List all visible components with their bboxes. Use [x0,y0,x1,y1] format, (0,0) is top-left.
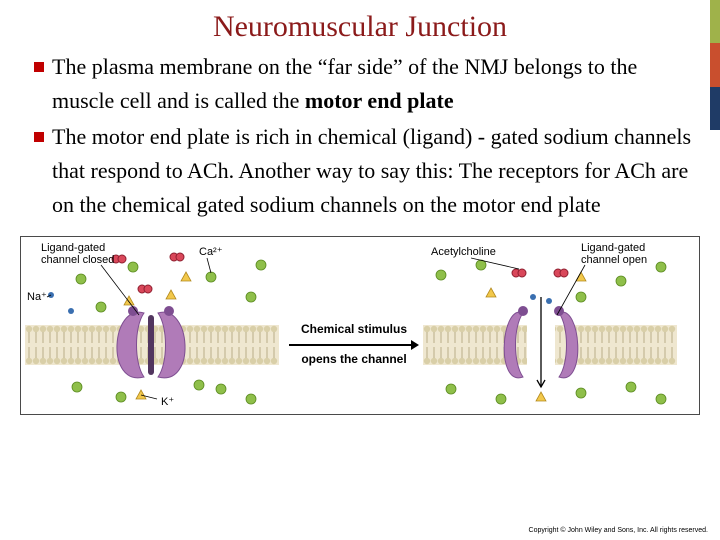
bullet-1: The plasma membrane on the “far side” of… [34,50,692,118]
svg-text:Ligand-gated: Ligand-gated [41,242,105,254]
accent-bar [710,0,720,130]
svg-text:channel closed: channel closed [41,254,114,266]
svg-text:Na⁺: Na⁺ [27,291,47,303]
svg-text:Acetylcholine: Acetylcholine [431,246,496,258]
body-text: The plasma membrane on the “far side” of… [0,50,720,222]
copyright: Copyright © John Wiley and Sons, Inc. Al… [529,527,708,534]
bullet-2: The motor end plate is rich in chemical … [34,120,692,222]
svg-text:K⁺: K⁺ [161,396,174,408]
svg-text:opens the channel: opens the channel [301,352,406,366]
svg-text:Ca²⁺: Ca²⁺ [199,246,223,258]
svg-text:Ligand-gated: Ligand-gated [581,242,645,254]
svg-text:Chemical stimulus: Chemical stimulus [301,322,407,336]
svg-text:channel open: channel open [581,254,647,266]
slide-title: Neuromuscular Junction [0,0,720,50]
bullet-1-bold: motor end plate [305,88,454,113]
channel-diagram: Ligand-gatedchannel closedCa²⁺Na⁺K⁺Acety… [20,236,700,415]
slide: Neuromuscular Junction The plasma membra… [0,0,720,540]
bullet-2-text: The motor end plate is rich in chemical … [52,124,691,217]
